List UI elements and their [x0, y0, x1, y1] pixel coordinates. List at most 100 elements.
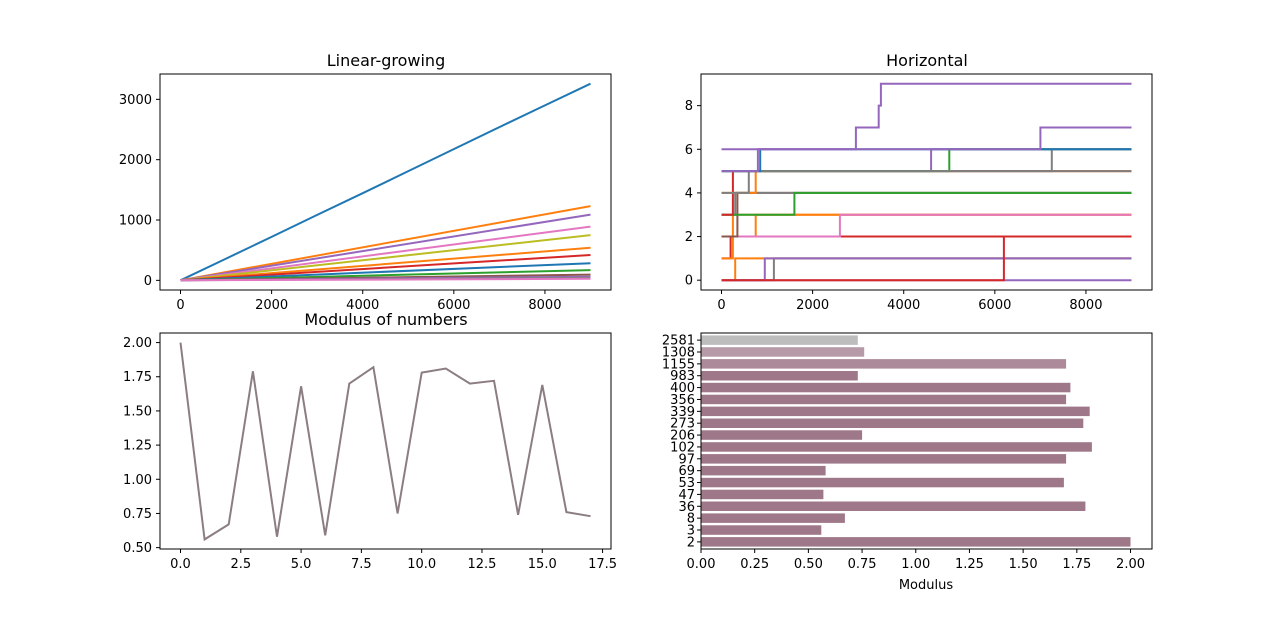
modulus-bar: [701, 406, 1090, 417]
horizontal-series-line-17: [721, 148, 1132, 173]
horizontal-series-line-4: [721, 235, 1132, 260]
horizontal-series-line-14: [721, 170, 1132, 194]
modulus-bar-category-label: 356: [670, 393, 695, 408]
horizontal-series-line-20: [721, 126, 1132, 151]
modulus-bar: [701, 525, 822, 535]
modulus-bar-category-label: 400: [670, 381, 695, 396]
modulus-frame: [159, 332, 612, 550]
linear-growing-frame: [159, 73, 612, 291]
modulus-bar-category-label: 273: [670, 417, 695, 432]
modulus-bar: [701, 347, 865, 357]
modulus-bar-category-label: 206: [670, 429, 695, 444]
modulus-bar-panel: 2383647536997102206273339356400983115513…: [662, 332, 1153, 593]
horizontal-series-line-11: [721, 191, 1132, 216]
modulus-bar-category-label: 97: [678, 452, 695, 467]
modulus-bar-x-tick-label: 1.00: [901, 557, 930, 572]
horizontal-series-line-15: [721, 148, 1132, 173]
modulus-bar-category-label: 1308: [662, 345, 695, 360]
modulus-x-tick-label: 5.0: [291, 557, 312, 572]
linear-growing-series-line-12: [180, 277, 591, 282]
linear-growing-series-line-5: [180, 246, 591, 282]
horizontal-x-tick-label: 4000: [887, 298, 920, 313]
modulus-bar: [701, 335, 858, 345]
modulus-bar: [701, 454, 1067, 464]
linear-growing-x-tick-label: 6000: [437, 298, 470, 313]
modulus-y-tick-label: 1.50: [123, 404, 152, 419]
modulus-bar-category-label: 339: [670, 405, 695, 420]
modulus-y-tick-label: 2.00: [123, 336, 152, 351]
linear-growing-x-tick-label: 0: [176, 298, 184, 313]
modulus-bar: [701, 501, 1086, 511]
modulus-bar-x-tick-label: 0.50: [794, 557, 823, 572]
modulus-bar: [701, 359, 1067, 369]
horizontal-series-line-18: [721, 148, 1132, 173]
linear-growing-series-line-4: [180, 234, 591, 282]
linear-growing-panel: Linear-growing 0 2000 4000 6000 8000 0 1000 200…: [119, 51, 612, 313]
modulus-bar-category-label: 2: [687, 535, 695, 550]
horizontal-plot-area: 0 2000 4000 6000 8000 0 2 4 6 8: [685, 82, 1132, 313]
linear-growing-title: Linear-growing: [327, 51, 445, 70]
linear-growing-series-line-3: [180, 225, 591, 282]
horizontal-title: Horizontal: [886, 51, 968, 70]
modulus-bar: [701, 442, 1092, 452]
modulus-bar-category-label: 3: [687, 524, 695, 539]
modulus-bar: [701, 394, 1067, 405]
modulus-bar-plot-area: 2383647536997102206273339356400983115513…: [662, 334, 1145, 572]
modulus-bar-x-tick-label: 1.25: [955, 557, 984, 572]
modulus-bar: [701, 418, 1084, 428]
horizontal-frame: [700, 73, 1153, 291]
horizontal-x-tick-label: 8000: [1069, 298, 1102, 313]
linear-growing-y-tick-label: 0: [144, 274, 152, 289]
horizontal-x-tick-label: 0: [717, 298, 725, 313]
modulus-y-tick-label: 0.75: [123, 507, 152, 522]
linear-growing-series-line-7: [180, 262, 591, 282]
linear-growing-series-line-1: [180, 205, 591, 282]
linear-growing-x-tick-label: 8000: [528, 298, 561, 313]
modulus-y-tick-label: 1.00: [123, 473, 152, 488]
horizontal-series-line-19: [721, 82, 1132, 173]
modulus-bar: [701, 430, 863, 440]
linear-growing-x-tick-label: 2000: [255, 298, 288, 313]
modulus-bar-category-label: 53: [678, 476, 695, 491]
modulus-x-tick-label: 2.5: [230, 557, 251, 572]
modulus-bar-xlabel: Modulus: [899, 578, 954, 593]
modulus-bar-x-tick-label: 2.00: [1116, 557, 1145, 572]
horizontal-y-tick-label: 0: [685, 274, 693, 289]
linear-growing-y-tick-label: 1000: [119, 214, 152, 229]
modulus-bar: [701, 537, 1131, 547]
modulus-bar-category-label: 983: [670, 369, 695, 384]
horizontal-panel: Horizontal 0 2000 4000 6000 8000 0 2 4 6 8: [685, 51, 1153, 313]
horizontal-y-tick-label: 6: [685, 143, 693, 158]
modulus-y-tick-label: 1.25: [123, 439, 152, 454]
linear-growing-y-tick-label: 3000: [119, 93, 152, 108]
modulus-bar-category-label: 36: [678, 500, 695, 515]
horizontal-series-line-16: [721, 148, 1132, 173]
horizontal-series-line-13: [721, 170, 1132, 194]
modulus-x-tick-label: 15.0: [528, 557, 557, 572]
modulus-title: Modulus of numbers: [304, 310, 467, 329]
modulus-series-line-0: [179, 342, 591, 542]
modulus-bar: [701, 489, 824, 500]
modulus-x-tick-label: 0.0: [170, 557, 191, 572]
modulus-bar-x-tick-label: 1.50: [1009, 557, 1038, 572]
horizontal-series-line-8: [721, 213, 1132, 238]
horizontal-y-tick-label: 8: [685, 99, 693, 114]
modulus-bar-category-label: 47: [678, 488, 695, 503]
modulus-bar-category-label: 2581: [662, 334, 695, 349]
modulus-x-tick-label: 10.0: [407, 557, 436, 572]
modulus-x-tick-label: 17.5: [588, 557, 617, 572]
linear-growing-plot-area: 0 2000 4000 6000 8000 0 1000 2000 3000: [119, 82, 591, 313]
modulus-bar-category-label: 102: [670, 440, 695, 455]
horizontal-series-line-1: [721, 257, 1132, 282]
horizontal-series-line-7: [721, 213, 1132, 238]
linear-growing-y-tick-label: 2000: [119, 153, 152, 168]
modulus-bar: [701, 382, 1071, 393]
horizontal-series-line-3: [721, 257, 1132, 282]
horizontal-y-tick-label: 4: [685, 186, 693, 201]
modulus-y-tick-label: 0.50: [123, 541, 152, 556]
linear-growing-x-tick-label: 4000: [346, 298, 379, 313]
horizontal-y-tick-label: 2: [685, 230, 693, 245]
modulus-bar-category-label: 8: [687, 512, 695, 527]
modulus-bar: [701, 513, 845, 523]
